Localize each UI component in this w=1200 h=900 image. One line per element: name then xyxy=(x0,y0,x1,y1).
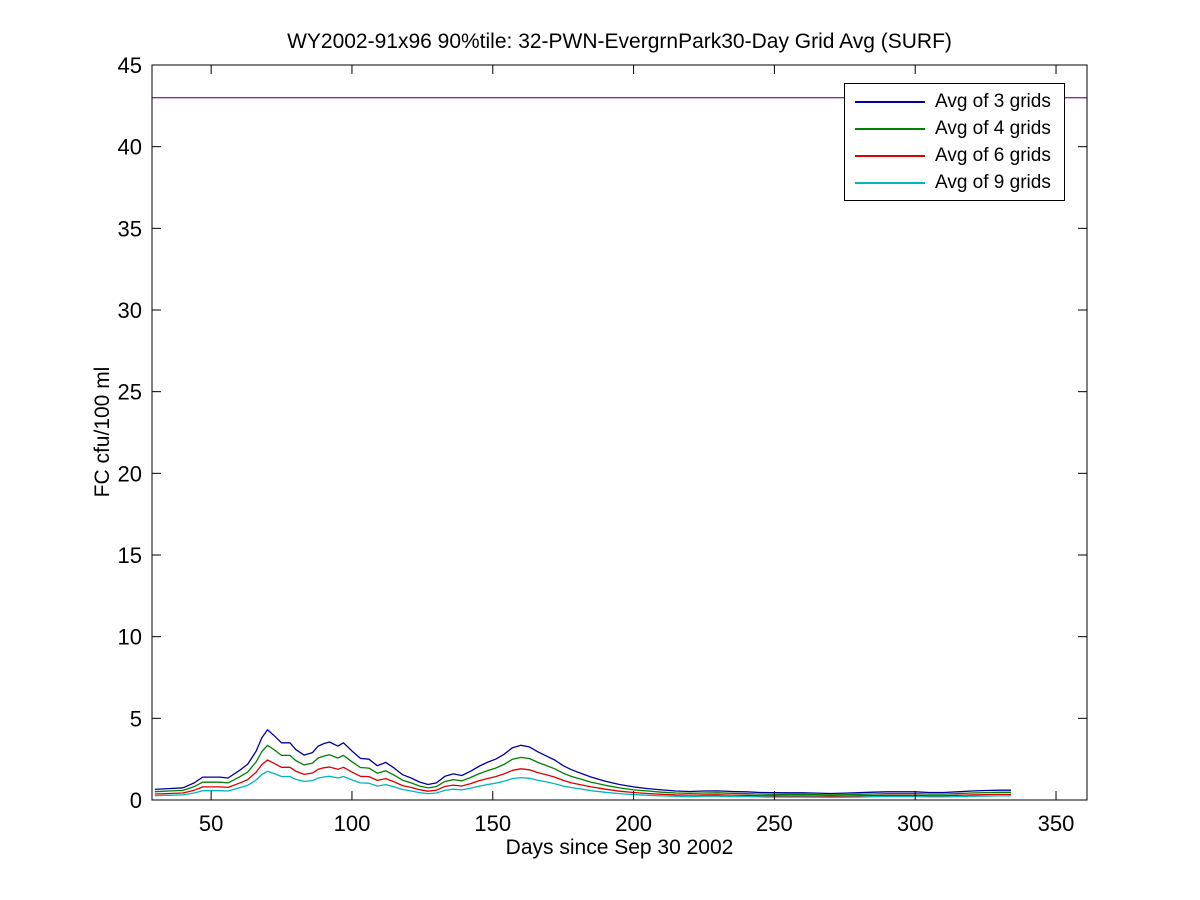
legend-item-label: Avg of 6 grids xyxy=(935,144,1051,166)
y-tick-label: 5 xyxy=(130,706,142,731)
y-tick-label: 30 xyxy=(118,298,142,323)
y-tick-label: 20 xyxy=(118,461,142,486)
x-tick-label: 250 xyxy=(756,811,793,836)
y-tick-label: 25 xyxy=(118,380,142,405)
y-tick-label: 35 xyxy=(118,216,142,241)
legend-line-icon xyxy=(855,127,925,130)
series-line-avg-of-4-grids xyxy=(154,744,1011,796)
y-tick-label: 10 xyxy=(118,625,142,650)
legend-item-avg-4-grids: Avg of 4 grids xyxy=(845,116,1064,142)
legend-line-icon xyxy=(855,100,925,103)
legend-item-avg-3-grids: Avg of 3 grids xyxy=(845,89,1064,115)
y-tick-label: 40 xyxy=(118,135,142,160)
legend-line-icon xyxy=(855,154,925,157)
legend-item-label: Avg of 4 grids xyxy=(935,117,1051,139)
x-tick-label: 200 xyxy=(615,811,652,836)
legend-line-icon xyxy=(855,181,925,184)
axes-box xyxy=(151,64,1088,801)
series-line-avg-of-3-grids xyxy=(154,729,1011,795)
y-tick-label: 0 xyxy=(130,788,142,813)
series-line-avg-of-6-grids xyxy=(154,759,1011,797)
legend-item-label: Avg of 9 grids xyxy=(935,171,1051,193)
legend-box: Avg of 3 grids Avg of 4 grids Avg of 6 g… xyxy=(844,83,1065,201)
x-axis-label: Days since Sep 30 2002 xyxy=(505,836,734,859)
chart-title: WY2002-91x96 90%tile: 32-PWN-EvergrnPark… xyxy=(287,30,952,53)
y-tick-label: 45 xyxy=(118,53,142,78)
x-tick-label: 150 xyxy=(474,811,511,836)
series-line-avg-of-9-grids xyxy=(154,770,1011,799)
legend-item-label: Avg of 3 grids xyxy=(935,90,1051,112)
legend-item-avg-9-grids: Avg of 9 grids xyxy=(845,170,1064,196)
y-tick-label: 15 xyxy=(118,543,142,568)
x-tick-label: 100 xyxy=(334,811,371,836)
legend-item-avg-6-grids: Avg of 6 grids xyxy=(845,143,1064,169)
x-tick-label: 300 xyxy=(897,811,934,836)
x-tick-label: 350 xyxy=(1038,811,1075,836)
x-tick-label: 50 xyxy=(199,811,223,836)
